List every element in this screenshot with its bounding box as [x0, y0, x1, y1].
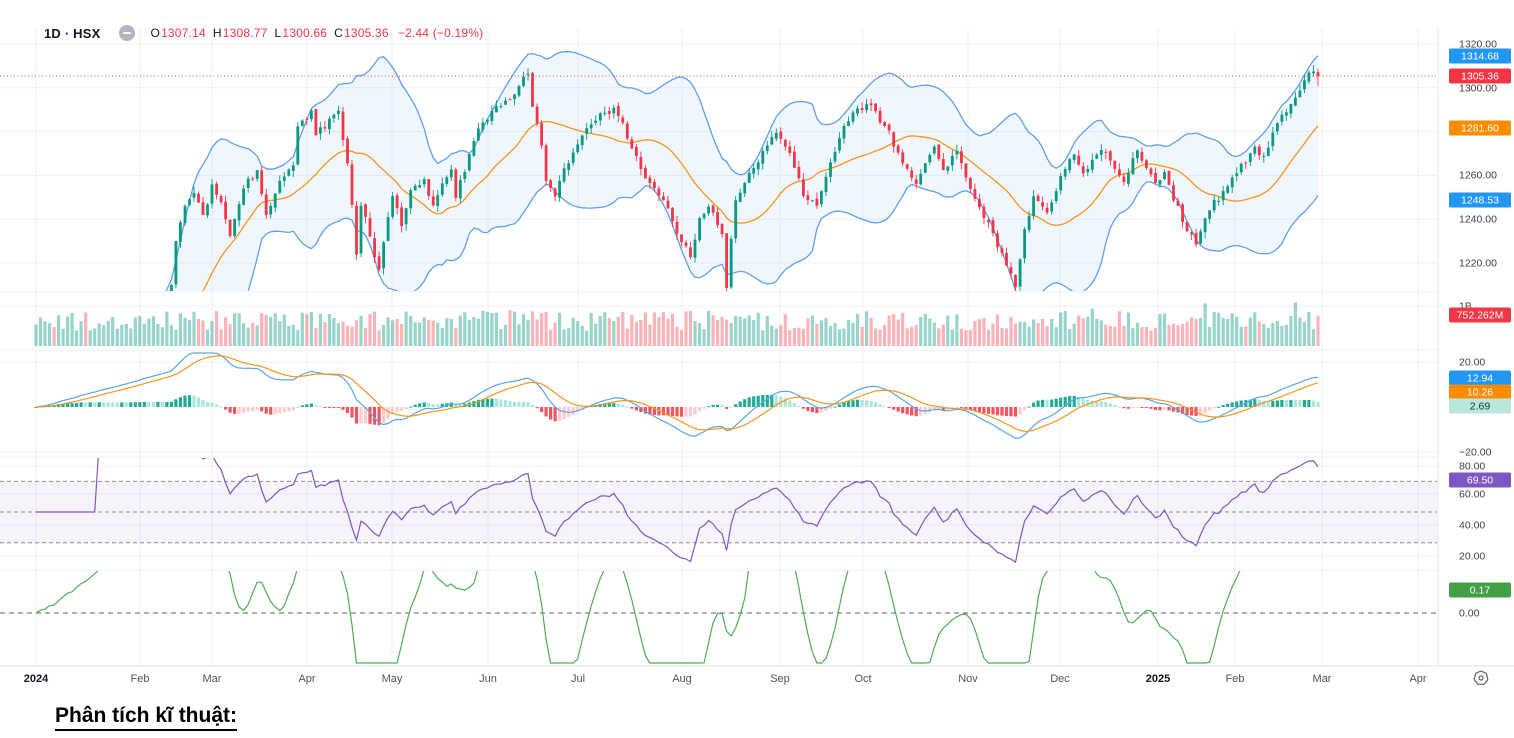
svg-text:May: May [382, 673, 403, 685]
svg-text:Feb: Feb [131, 673, 150, 685]
oscillator-pane [0, 571, 1437, 664]
macd-pane [34, 352, 1320, 439]
time-axis[interactable]: 2024 Feb Mar Apr May Jun Jul Aug Sep Oct Nov Dec 202… [24, 670, 1489, 685]
close-value: C1305.36 [334, 26, 389, 40]
svg-text:Dec: Dec [1050, 673, 1070, 685]
svg-text:1248.53: 1248.53 [1461, 195, 1499, 207]
svg-text:69.50: 69.50 [1467, 475, 1493, 487]
svg-text:40.00: 40.00 [1459, 520, 1485, 532]
svg-text:2024: 2024 [24, 673, 49, 685]
axis-badge: 10.26 [1449, 384, 1511, 400]
svg-text:Feb: Feb [1226, 673, 1245, 685]
svg-text:1314.68: 1314.68 [1461, 51, 1499, 63]
analysis-heading: Phân tích kĩ thuật: [55, 704, 238, 731]
change-value: −2.44 (−0.19%) [397, 26, 484, 40]
svg-text:0.00: 0.00 [1459, 608, 1480, 620]
price-axis[interactable]: 1320.001300.001260.001240.001220.001B20.… [1449, 39, 1511, 620]
axis-badge: 1305.36 [1449, 68, 1511, 84]
open-value: O1307.14 [150, 26, 206, 40]
svg-text:2025: 2025 [1146, 673, 1170, 685]
svg-text:Apr: Apr [1409, 673, 1426, 685]
axis-badge: 1314.68 [1449, 48, 1511, 64]
svg-text:Mar: Mar [1313, 673, 1332, 685]
svg-text:Sep: Sep [770, 673, 790, 685]
svg-text:Oct: Oct [854, 673, 871, 685]
svg-text:1240.00: 1240.00 [1459, 214, 1497, 226]
svg-text:12.94: 12.94 [1467, 373, 1493, 385]
svg-text:−20.00: −20.00 [1459, 447, 1492, 459]
svg-text:2.69: 2.69 [1470, 401, 1491, 413]
axis-badge: 752.262M [1449, 307, 1511, 323]
symbol-timeframe: 1D · HSX [44, 25, 101, 41]
svg-text:1300.00: 1300.00 [1459, 83, 1497, 95]
svg-text:1320.00: 1320.00 [1459, 39, 1497, 51]
svg-text:1305.36: 1305.36 [1461, 71, 1499, 83]
rsi-pane [0, 458, 1437, 564]
svg-text:Jun: Jun [479, 673, 497, 685]
axis-badge: 2.69 [1449, 398, 1511, 414]
svg-text:1220.00: 1220.00 [1459, 258, 1497, 270]
svg-text:80.00: 80.00 [1459, 461, 1485, 473]
settings-icon[interactable] [1473, 670, 1489, 685]
svg-text:752.262M: 752.262M [1457, 310, 1504, 322]
high-value: H1308.77 [212, 26, 268, 40]
main-pane [165, 50, 1320, 291]
svg-text:1281.60: 1281.60 [1461, 123, 1499, 135]
legend-more-button[interactable] [118, 25, 135, 41]
low-value: L1300.66 [274, 26, 328, 40]
svg-text:Mar: Mar [203, 673, 222, 685]
axis-badge: 69.50 [1449, 472, 1511, 488]
svg-text:20.00: 20.00 [1459, 357, 1485, 369]
svg-text:Aug: Aug [672, 673, 692, 685]
chart-legend: 1D · HSX O1307.14 H1308.77 L1300.66 C130… [44, 25, 483, 41]
svg-text:20.00: 20.00 [1459, 551, 1485, 563]
axis-badge: 1281.60 [1449, 120, 1511, 136]
svg-text:0.17: 0.17 [1470, 585, 1491, 597]
svg-text:Jul: Jul [571, 673, 585, 685]
svg-text:Apr: Apr [298, 673, 315, 685]
svg-text:10.26: 10.26 [1467, 387, 1493, 399]
chart-canvas[interactable]: 1320.001300.001260.001240.001220.001B20.… [0, 0, 1514, 700]
volume-pane [34, 302, 1320, 346]
svg-text:Nov: Nov [958, 673, 978, 685]
svg-text:60.00: 60.00 [1459, 489, 1485, 501]
axis-badge: 12.94 [1449, 370, 1511, 386]
axis-badge: 1248.53 [1449, 192, 1511, 208]
svg-text:1260.00: 1260.00 [1459, 170, 1497, 182]
axis-badge: 0.17 [1449, 582, 1511, 598]
ohlc-readout: O1307.14 H1308.77 L1300.66 C1305.36 −2.4… [151, 26, 484, 40]
